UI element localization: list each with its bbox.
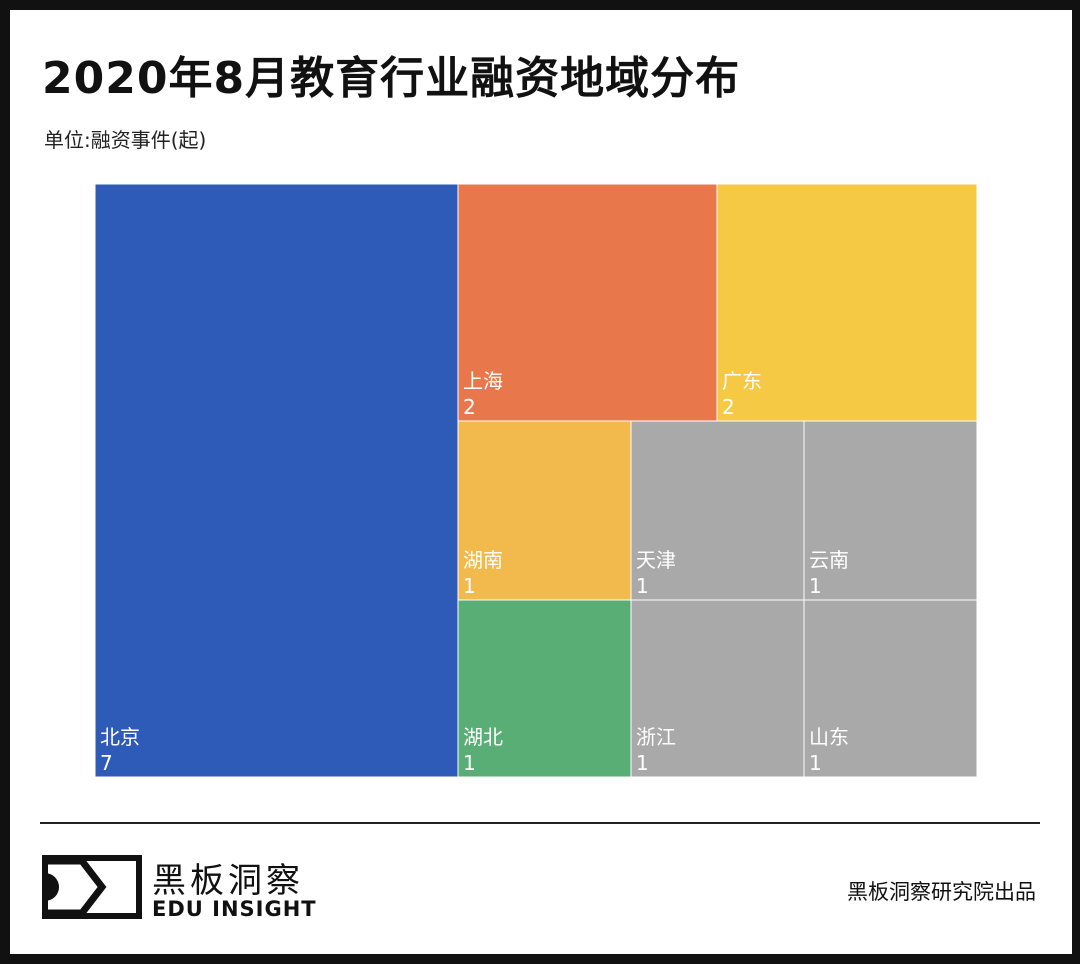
treemap-rect (803, 599, 978, 778)
treemap-rect (630, 420, 805, 601)
cell-value-label: 1 (809, 574, 822, 598)
cell-name-label: 上海 (463, 369, 503, 393)
treemap-cell: 天津1 (630, 420, 805, 601)
cell-name-label: 湖南 (463, 548, 503, 572)
treemap-rect (457, 420, 632, 601)
brand-name-cn: 黑板洞察 (152, 861, 304, 901)
cell-name-label: 湖北 (463, 725, 503, 749)
cell-name-label: 云南 (809, 548, 849, 572)
chart-title: 2020年8月教育行业融资地域分布 (42, 53, 741, 104)
edu-insight-logo-icon (42, 855, 142, 919)
treemap-cell: 云南1 (803, 420, 978, 601)
cell-value-label: 1 (463, 751, 476, 775)
cell-value-label: 2 (722, 395, 735, 419)
cell-name-label: 山东 (809, 725, 849, 749)
treemap-cell: 广东2 (716, 183, 978, 422)
cell-value-label: 1 (636, 751, 649, 775)
treemap-cell: 浙江1 (630, 599, 805, 778)
cell-name-label: 广东 (722, 369, 762, 393)
cell-value-label: 1 (809, 751, 822, 775)
treemap-rect (457, 599, 632, 778)
cell-name-label: 浙江 (636, 725, 676, 749)
treemap-rect (803, 420, 978, 601)
cell-value-label: 1 (636, 574, 649, 598)
treemap-cell: 山东1 (803, 599, 978, 778)
credit-text: 黑板洞察研究院出品 (847, 880, 1036, 904)
cell-value-label: 2 (463, 395, 476, 419)
treemap-rect (716, 183, 978, 422)
treemap-cell: 湖南1 (457, 420, 632, 601)
brand-name-en: EDU INSIGHT (152, 897, 317, 921)
cell-value-label: 7 (100, 751, 113, 775)
treemap-rect (94, 183, 459, 778)
cell-name-label: 北京 (100, 725, 140, 749)
cell-name-label: 天津 (636, 548, 676, 572)
treemap-rect (630, 599, 805, 778)
treemap-cell: 北京7 (94, 183, 459, 778)
divider (40, 822, 1040, 824)
unit-label: 单位:融资事件(起) (44, 128, 207, 152)
treemap-cell: 上海2 (457, 183, 718, 422)
cell-value-label: 1 (463, 574, 476, 598)
treemap-cell: 湖北1 (457, 599, 632, 778)
